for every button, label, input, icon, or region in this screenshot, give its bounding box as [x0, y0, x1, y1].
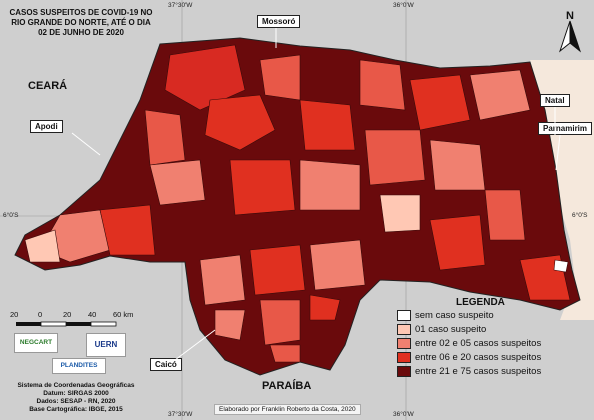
- legend-item: entre 06 e 20 casos suspeitos: [397, 352, 541, 363]
- legend-label: entre 02 e 05 casos suspeitos: [415, 338, 542, 349]
- municipality: [299, 159, 361, 211]
- city-label-parnamirim: Parnamirim: [538, 122, 593, 135]
- municipality: [429, 214, 486, 271]
- coord-bottom-left: 37°30'W: [168, 411, 193, 418]
- logo-uern: UERN: [86, 333, 126, 357]
- municipality: [309, 294, 341, 321]
- municipality: [24, 229, 61, 263]
- legend-title: LEGENDA: [456, 297, 505, 308]
- scale-tick: 0: [38, 310, 43, 319]
- municipality: [309, 239, 366, 291]
- municipality: [359, 59, 406, 111]
- legend-label: 01 caso suspeito: [415, 324, 487, 335]
- city-label-mossoro: Mossoró: [257, 15, 301, 28]
- legend-swatch: [397, 366, 411, 377]
- municipality: [149, 159, 206, 206]
- municipality: [144, 109, 186, 166]
- info-line: Dados: SESAP - RN, 2020: [36, 398, 116, 405]
- municipalities-layer: [24, 44, 571, 363]
- legend-label: sem caso suspeito: [415, 310, 494, 321]
- municipality: [364, 129, 426, 186]
- city-label-caico: Caicó: [150, 358, 182, 371]
- legend-swatch: [397, 324, 411, 335]
- municipality: [99, 204, 156, 256]
- legend-item: entre 02 e 05 casos suspeitos: [397, 338, 541, 349]
- coord-bottom-right: 36°0'W: [393, 411, 414, 418]
- map-title: CASOS SUSPEITOS DE COVID-19 NO RIO GRAND…: [9, 8, 153, 37]
- municipality: [259, 299, 301, 346]
- coord-right-lat: 6°0'S: [572, 212, 588, 219]
- legend-item: sem caso suspeito: [397, 310, 494, 321]
- north-arrow-letter: N: [566, 10, 574, 22]
- region-label-paraiba: PARAÍBA: [262, 380, 312, 392]
- municipality: [259, 54, 301, 101]
- municipality: [553, 259, 569, 273]
- municipality: [199, 254, 246, 306]
- municipality: [249, 244, 306, 296]
- legend-swatch: [397, 338, 411, 349]
- scale-bar-graphic: [16, 321, 117, 327]
- legend-item: 01 caso suspeito: [397, 324, 486, 335]
- city-label-apodi: Apodi: [30, 120, 63, 133]
- scale-tick: 20: [63, 310, 72, 319]
- municipality: [204, 94, 276, 151]
- north-arrow-icon: N: [558, 10, 582, 53]
- info-block: Sistema de Coordenadas Geográficas Datum…: [6, 382, 146, 414]
- info-line: Base Cartográfica: IBGE, 2015: [29, 406, 123, 413]
- info-line: Datum: SIRGAS 2000: [43, 390, 109, 397]
- logo-negcart: NEGCART: [14, 333, 58, 353]
- north-arrow: N: [557, 9, 583, 58]
- legend-swatch: [397, 310, 411, 321]
- region-label-ceara: CEARÁ: [28, 80, 68, 92]
- municipality: [484, 189, 526, 241]
- scale-tick: 40: [88, 310, 97, 319]
- legend-label: entre 06 e 20 casos suspeitos: [415, 352, 542, 363]
- coord-top-left: 37°30'W: [168, 2, 193, 9]
- municipality: [429, 139, 486, 191]
- coord-left-lat: 6°0'S: [3, 212, 19, 219]
- logo-plandites: PLANDITES: [52, 358, 106, 374]
- legend-swatch: [397, 352, 411, 363]
- municipality: [269, 344, 301, 363]
- map-credit: Elaborado por Franklin Roberto da Costa,…: [214, 404, 361, 415]
- legend-item: entre 21 e 75 casos suspeitos: [397, 366, 541, 377]
- legend-label: entre 21 e 75 casos suspeitos: [415, 366, 542, 377]
- scale-tick: 60 km: [113, 310, 134, 319]
- scale-bar: 20 0 20 40 60 km: [10, 310, 140, 345]
- municipality: [299, 99, 356, 151]
- coord-top-right: 36°0'W: [393, 2, 414, 9]
- municipality: [469, 69, 531, 121]
- municipality: [379, 194, 421, 233]
- scale-tick: 20: [10, 310, 19, 319]
- info-line: Sistema de Coordenadas Geográficas: [17, 382, 135, 389]
- municipality: [214, 309, 246, 341]
- municipality: [409, 74, 471, 131]
- city-label-natal: Natal: [540, 94, 570, 107]
- municipality: [229, 159, 296, 216]
